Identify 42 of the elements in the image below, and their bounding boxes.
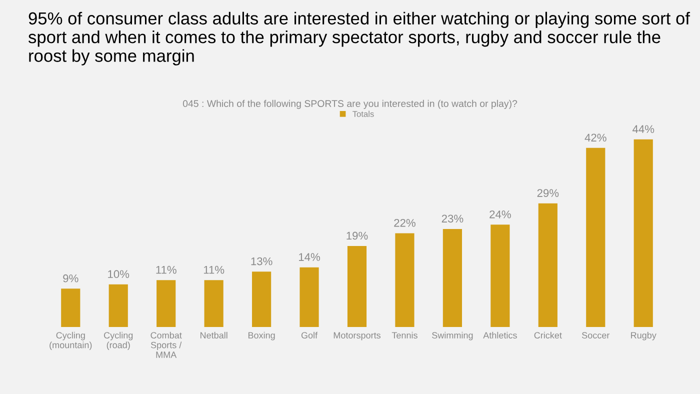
bar: [300, 267, 319, 328]
bar: [347, 246, 367, 328]
x-tick-label: Cycling (road): [104, 332, 133, 350]
x-tick-label: Swimming: [432, 332, 473, 340]
chart-title: 95% of consumer class adults are interested in either watching or playing some sort of sport and when it comes to the primary spectator sports, rugby and soccer rule the roost by some margin: [28, 12, 690, 66]
bar: [61, 288, 80, 328]
bar: [442, 228, 462, 328]
data-label: 42%: [584, 134, 606, 142]
x-tick-label: Motorsports: [334, 332, 381, 340]
data-label: 19%: [346, 232, 368, 240]
data-label: 14%: [299, 253, 320, 261]
x-tick-label: Athletics: [483, 332, 517, 339]
bar: [634, 139, 653, 328]
legend-label: Totals: [352, 110, 374, 117]
data-label: 11%: [204, 266, 224, 274]
data-label: 29%: [537, 189, 559, 197]
data-label: 24%: [490, 210, 511, 218]
bar: [490, 224, 510, 328]
bar: [108, 284, 128, 328]
data-label: 10%: [108, 270, 130, 278]
bar: [538, 203, 558, 328]
data-label: 13%: [251, 257, 272, 266]
x-tick-label: Netball: [200, 332, 228, 339]
bar: [252, 272, 272, 328]
x-tick-label: Rugby: [631, 332, 656, 340]
data-label: 23%: [442, 214, 464, 223]
bar: [395, 233, 414, 328]
bar: [204, 280, 224, 328]
x-tick-label: Golf: [301, 332, 318, 339]
x-tick-label: Tennis: [392, 332, 418, 339]
x-tick-label: Cricket: [534, 332, 562, 339]
bar: [156, 280, 176, 328]
x-tick-label: Boxing: [248, 332, 275, 340]
chart-subtitle: 045 : Which of the following SPORTS are you interested in (to watch or play)?: [182, 100, 518, 109]
bar: [586, 148, 606, 328]
data-label: 9%: [63, 274, 78, 282]
data-label: 11%: [156, 266, 176, 274]
x-tick-label: Cycling (mountain): [50, 332, 92, 350]
data-label: 44%: [632, 125, 654, 133]
x-tick-label: Soccer: [582, 332, 610, 339]
x-tick-label: Combat Sports / MMA: [150, 332, 182, 358]
data-label: 22%: [394, 218, 416, 227]
